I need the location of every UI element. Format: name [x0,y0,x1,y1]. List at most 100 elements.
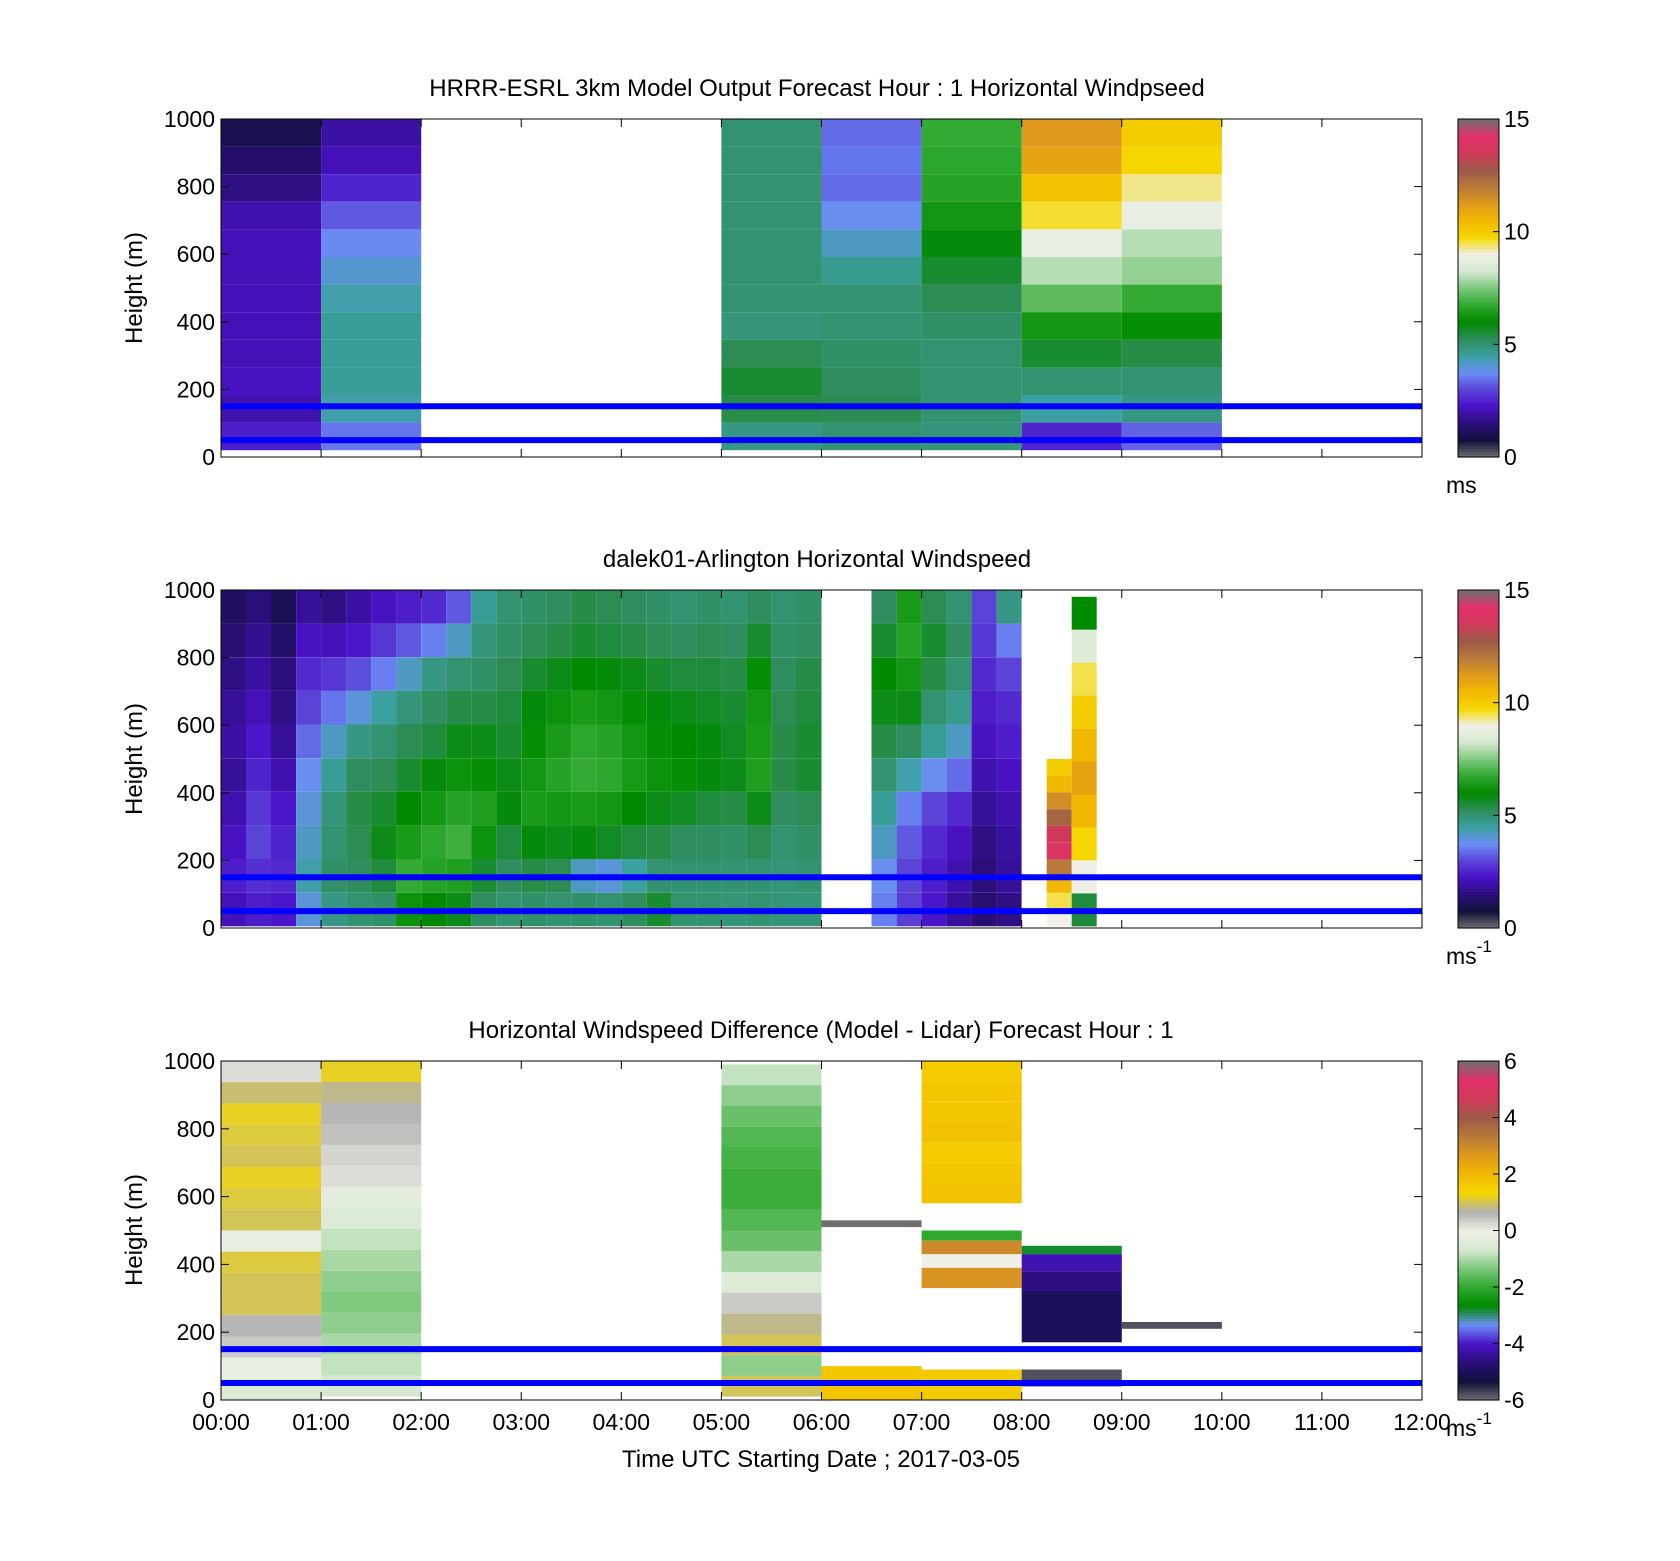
heatmap-cell [721,1064,822,1086]
colorbar-swatch [1458,1340,1499,1345]
colorbar-swatch [1458,812,1499,816]
heatmap-cell [346,590,372,624]
heatmap-cell [221,657,246,691]
colorbar-swatch [1458,761,1499,766]
heatmap-cell [496,657,522,691]
colorbar-swatch [1458,691,1499,695]
heatmap-cell [321,1270,422,1292]
colorbar-unit-label: ms-1 [1446,1409,1492,1441]
colorbar-swatch [1458,403,1499,407]
heatmap-cell [721,1105,822,1127]
colorbar-swatch [1458,144,1499,148]
colorbar-swatch [1458,1295,1499,1299]
colorbar-swatch [1458,164,1499,168]
colorbar-swatch [1458,445,1499,450]
colorbar-swatch [1458,1346,1499,1350]
colorbar-swatch [1458,189,1499,193]
colorbar-swatch [1458,1298,1499,1302]
colorbar-swatch [1458,1377,1499,1381]
colorbar-swatch [1458,200,1499,205]
colorbar-swatch [1458,716,1499,721]
colorbar-tick-label: 0 [1504,1218,1517,1244]
colorbar-swatch [1458,186,1499,191]
colorbar-swatch [1458,330,1499,334]
heatmap-cell [321,1165,422,1187]
colorbar-swatch [1458,1154,1499,1158]
x-tick-label: 03:00 [492,1409,550,1435]
heatmap-cell [221,1124,322,1146]
heatmap-cell [921,1081,1022,1102]
heatmap-cell [796,690,822,725]
colorbar-swatch [1458,1289,1499,1294]
heatmap-cell [921,1183,1022,1204]
heatmap-cell [571,724,597,759]
colorbar-swatch [1458,1385,1499,1390]
colorbar-swatch [1458,437,1499,441]
colorbar-swatch [1458,1224,1499,1229]
colorbar-swatch [1458,1278,1499,1282]
x-tick-label: 02:00 [392,1409,450,1435]
colorbar-swatch [1458,882,1499,887]
heatmap-segment [1021,1291,1122,1343]
y-tick-label: 1000 [164,106,215,132]
heatmap-cell [246,825,271,859]
colorbar-swatch [1458,1343,1499,1347]
heatmap-cell [721,590,747,624]
colorbar-swatch [1458,1326,1499,1330]
heatmap-cell [721,724,747,759]
colorbar-swatch [1458,380,1499,385]
heatmap-cell [221,1188,322,1210]
x-tick-label: 04:00 [593,1409,651,1435]
heatmap-cell [921,284,1022,313]
heatmap-cell [1021,174,1122,202]
heatmap-cell [521,724,547,759]
heatmap-cell [871,590,897,624]
colorbar-swatch [1458,1106,1499,1110]
heatmap-cell [721,657,747,691]
heatmap-cell [471,657,497,691]
heatmap-cell [271,758,296,792]
colorbar-swatch [1458,1114,1499,1119]
heatmap-cell [721,1272,822,1293]
colorbar-swatch [1458,372,1499,376]
heatmap-cell [921,690,947,725]
colorbar-swatch [1458,640,1499,645]
heatmap-cell [1046,775,1072,793]
heatmap-cell [996,623,1022,658]
heatmap-cell [596,724,622,759]
colorbar-swatch [1458,302,1499,306]
colorbar-swatch [1458,804,1499,808]
difference-reference-lines [221,1346,1422,1387]
colorbar-swatch [1458,161,1499,165]
colorbar-swatch [1458,257,1499,261]
heatmap-cell [521,590,547,624]
heatmap-cell [996,825,1022,859]
colorbar-swatch [1458,1148,1499,1153]
colorbar-swatch [1458,448,1499,452]
colorbar-swatch [1458,217,1499,221]
colorbar-swatch [1458,1109,1499,1113]
heatmap-cell [721,119,822,147]
colorbar-tick-label: 15 [1504,106,1530,132]
colorbar-swatch [1458,1261,1499,1266]
colorbar-swatch [1458,840,1499,845]
heatmap-cell [621,791,647,826]
colorbar-swatch [1458,1145,1499,1150]
colorbar-swatch [1458,158,1499,162]
heatmap-cell [1121,229,1222,257]
difference-heatmap-cells [221,1061,1222,1400]
colorbar-swatch [1458,400,1499,405]
heatmap-cell [571,690,597,725]
colorbar-swatch [1458,601,1499,605]
heatmap-cell [321,1103,422,1124]
heatmap-cell [596,791,622,826]
heatmap-cell [896,758,922,792]
heatmap-cell [296,825,322,859]
colorbar-swatch [1458,1125,1499,1130]
colorbar-swatch [1458,722,1499,726]
heatmap-cell [396,657,422,691]
heatmap-cell [271,724,296,759]
heatmap-cell [371,758,397,792]
colorbar-swatch [1458,744,1499,749]
heatmap-cell [346,758,372,792]
